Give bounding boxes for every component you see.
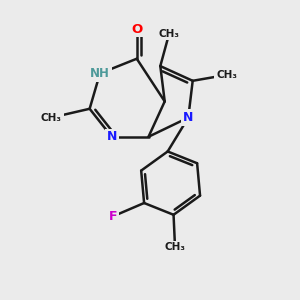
Text: F: F	[109, 210, 117, 223]
Text: NH: NH	[90, 67, 110, 80]
Text: N: N	[106, 130, 117, 143]
Text: CH₃: CH₃	[216, 70, 237, 80]
Text: CH₃: CH₃	[41, 112, 62, 123]
Text: N: N	[183, 111, 194, 124]
Text: CH₃: CH₃	[159, 29, 180, 39]
Text: CH₃: CH₃	[164, 242, 185, 252]
Text: O: O	[131, 23, 142, 36]
